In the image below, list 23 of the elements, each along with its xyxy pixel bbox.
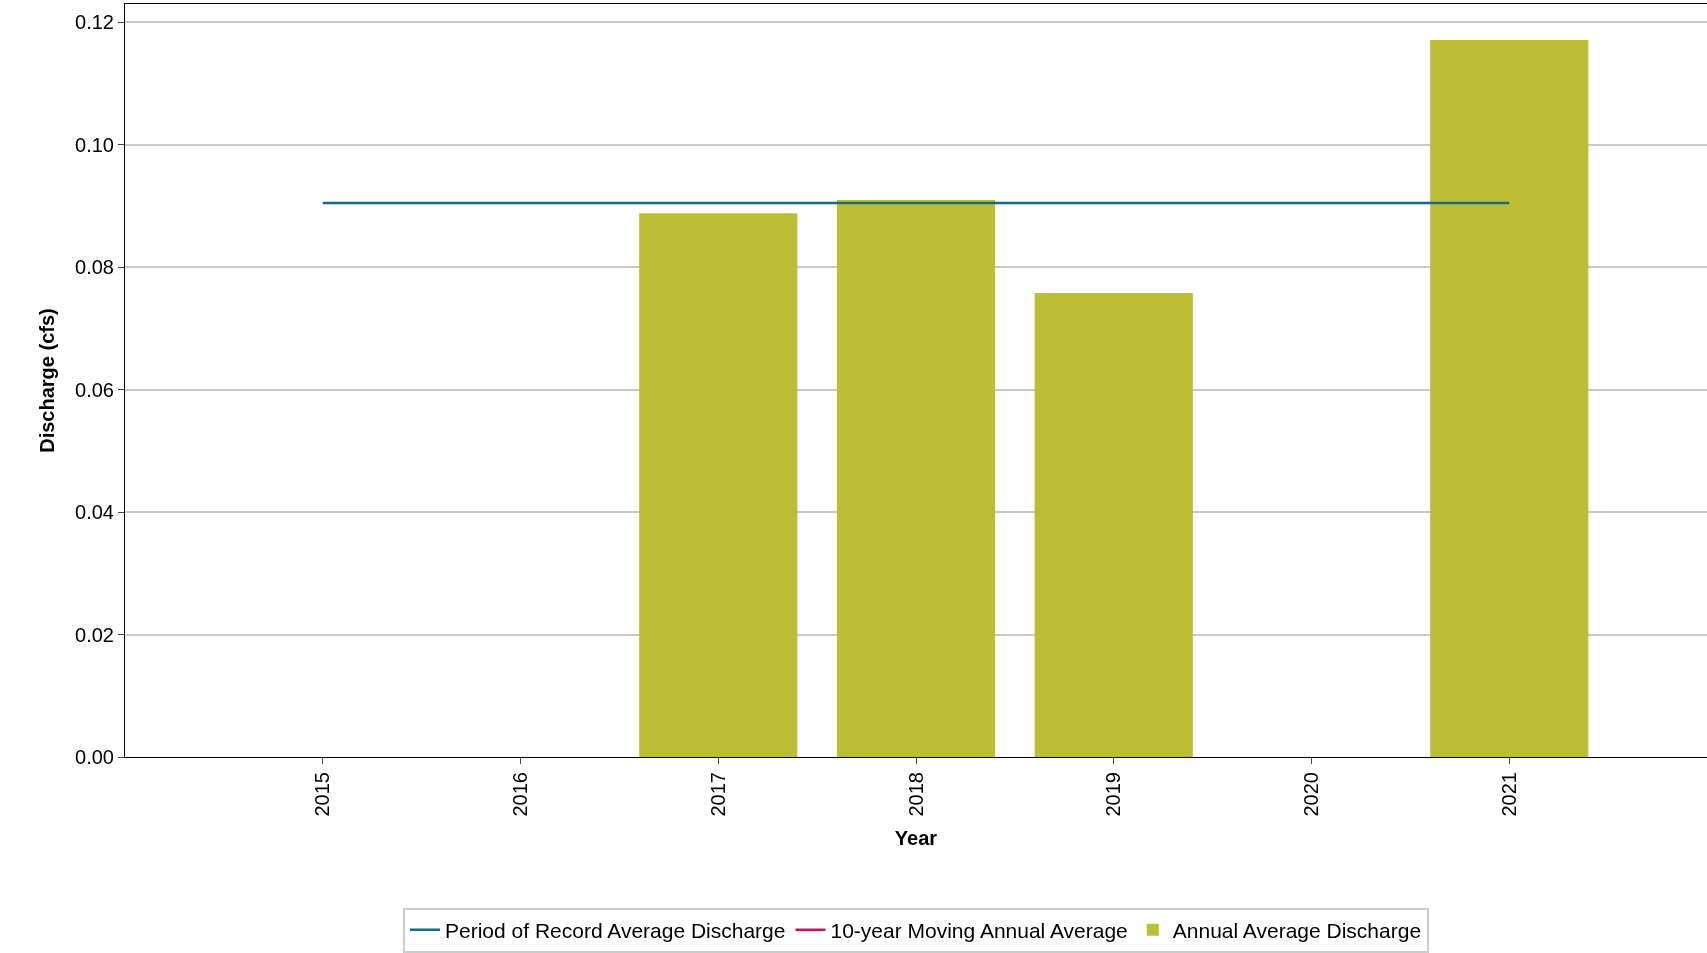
legend-label: Period of Record Average Discharge bbox=[445, 918, 786, 942]
bar bbox=[836, 199, 996, 757]
x-tick-label: 2020 bbox=[1300, 772, 1322, 817]
y-tick-label: 0.00 bbox=[75, 746, 114, 768]
y-tick-label: 0.02 bbox=[75, 623, 114, 646]
bar bbox=[639, 213, 798, 757]
bar bbox=[1430, 40, 1589, 757]
bar bbox=[1034, 292, 1193, 757]
x-axis-title: Year bbox=[894, 827, 938, 849]
y-tick-label: 0.08 bbox=[75, 256, 114, 279]
x-tick-label: 2019 bbox=[1102, 772, 1125, 817]
y-tick-label: 0.06 bbox=[75, 378, 114, 401]
y-tick-label: 0.04 bbox=[75, 501, 114, 524]
x-tick-label: 2021 bbox=[1497, 772, 1520, 817]
legend-label: Annual Average Discharge bbox=[1172, 918, 1422, 942]
x-tick-label: 2015 bbox=[311, 772, 334, 817]
x-tick-label: 2018 bbox=[904, 772, 927, 817]
y-tick-label: 0.10 bbox=[75, 133, 114, 156]
y-tick-label: 0.12 bbox=[75, 11, 114, 34]
legend-label: 10-year Moving Annual Average bbox=[830, 918, 1128, 942]
x-tick-label: 2017 bbox=[706, 772, 729, 817]
y-axis-title: Discharge (cfs) bbox=[35, 308, 58, 453]
x-tick-label: 2016 bbox=[509, 772, 531, 817]
